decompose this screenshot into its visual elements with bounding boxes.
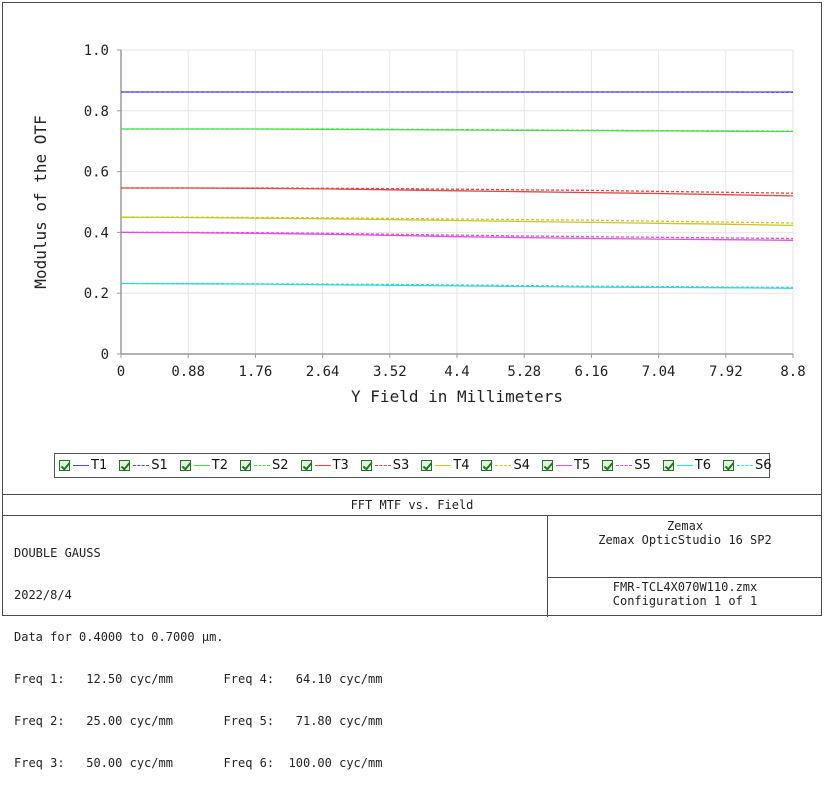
legend-label: S5: [634, 458, 651, 473]
configuration-label: Configuration 1 of 1: [548, 594, 822, 608]
wavelength-range: Data for 0.4000 to 0.7000 µm.: [14, 630, 382, 644]
y-tick-label: 1.0: [84, 43, 109, 59]
legend-item-t3[interactable]: T3: [301, 456, 357, 476]
divider: [547, 577, 822, 578]
frequency-row: Freq 1: 12.50 cyc/mm Freq 4: 64.10 cyc/m…: [14, 672, 382, 686]
legend-label: S1: [151, 458, 168, 473]
legend-label: S3: [393, 458, 410, 473]
legend-swatch: [677, 465, 693, 466]
legend-item-t5[interactable]: T5: [542, 456, 598, 476]
legend-item-s3[interactable]: S3: [361, 456, 418, 476]
checkbox-icon[interactable]: [119, 460, 130, 471]
x-tick-label: 0.88: [171, 364, 205, 380]
legend-item-s2[interactable]: S2: [240, 456, 297, 476]
legend-swatch: [495, 465, 511, 466]
file-name: FMR-TCL4X070W110.zmx: [548, 580, 822, 594]
legend-swatch: [556, 465, 572, 466]
legend-label: S2: [272, 458, 289, 473]
x-tick-label: 7.04: [642, 364, 676, 380]
x-axis-label: Y Field in Millimeters: [351, 387, 563, 406]
legend-label: S4: [513, 458, 530, 473]
checkbox-icon[interactable]: [59, 460, 70, 471]
legend-item-t1[interactable]: T1: [59, 456, 115, 476]
x-tick-label: 2.64: [306, 364, 340, 380]
legend-label: T3: [333, 458, 349, 473]
legend-label: T4: [453, 458, 469, 473]
frequency-row: Freq 2: 25.00 cyc/mm Freq 5: 71.80 cyc/m…: [14, 714, 382, 728]
legend-label: T6: [695, 458, 711, 473]
legend-swatch: [133, 465, 149, 466]
y-tick-label: 0.4: [84, 225, 109, 241]
legend-swatch: [737, 465, 753, 466]
checkbox-icon[interactable]: [240, 460, 251, 471]
x-tick-label: 7.92: [709, 364, 743, 380]
legend-label: T5: [574, 458, 590, 473]
chart-legend: T1 S1 T2 S2 T3 S3 T4 S4 T5 S5 T6 S6: [54, 453, 770, 478]
report-date: 2022/8/4: [14, 588, 382, 602]
legend-swatch: [73, 465, 89, 466]
y-tick-label: 0.8: [84, 104, 109, 120]
lens-info: DOUBLE GAUSS 2022/8/4 Data for 0.4000 to…: [14, 518, 382, 798]
vendor-name: Zemax: [548, 519, 822, 533]
checkbox-icon[interactable]: [663, 460, 674, 471]
x-tick-label: 1.76: [239, 364, 273, 380]
frequency-row: Freq 3: 50.00 cyc/mm Freq 6: 100.00 cyc/…: [14, 756, 382, 770]
software-info: Zemax Zemax OpticStudio 16 SP2: [548, 519, 822, 547]
chart-title: FFT MTF vs. Field: [2, 495, 822, 516]
checkbox-icon[interactable]: [361, 460, 372, 471]
legend-item-s5[interactable]: S5: [602, 456, 659, 476]
legend-swatch: [254, 465, 270, 466]
legend-item-t6[interactable]: T6: [663, 456, 719, 476]
x-tick-label: 5.28: [507, 364, 541, 380]
legend-label: S6: [755, 458, 772, 473]
checkbox-icon[interactable]: [602, 460, 613, 471]
legend-item-t4[interactable]: T4: [421, 456, 477, 476]
y-tick-label: 0: [101, 347, 109, 363]
info-panel: FFT MTF vs. Field DOUBLE GAUSS 2022/8/4 …: [2, 494, 822, 616]
y-axis-label: Modulus of the OTF: [31, 115, 50, 288]
x-tick-label: 8.8: [780, 364, 805, 380]
x-tick-label: 0: [117, 364, 125, 380]
legend-item-t2[interactable]: T2: [180, 456, 236, 476]
legend-swatch: [194, 465, 210, 466]
mtf-chart: 0 0.2 0.4 0.6 0.8 1.0 0 0.88 1.76 2.64 3.52 4.4 5.28…: [0, 0, 826, 452]
checkbox-icon[interactable]: [723, 460, 734, 471]
legend-item-s1[interactable]: S1: [119, 456, 176, 476]
checkbox-icon[interactable]: [180, 460, 191, 471]
checkbox-icon[interactable]: [421, 460, 432, 471]
product-name: Zemax OpticStudio 16 SP2: [548, 533, 822, 547]
x-tick-label: 3.52: [373, 364, 407, 380]
lens-name: DOUBLE GAUSS: [14, 546, 382, 560]
legend-item-s4[interactable]: S4: [481, 456, 538, 476]
x-tick-label: 6.16: [575, 364, 609, 380]
legend-label: T1: [91, 458, 107, 473]
legend-swatch: [375, 465, 391, 466]
x-tick-label: 4.4: [444, 364, 469, 380]
legend-swatch: [315, 465, 331, 466]
legend-swatch: [435, 465, 451, 466]
checkbox-icon[interactable]: [542, 460, 553, 471]
legend-label: T2: [212, 458, 228, 473]
checkbox-icon[interactable]: [481, 460, 492, 471]
legend-item-s6[interactable]: S6: [723, 456, 780, 476]
file-info: FMR-TCL4X070W110.zmx Configuration 1 of …: [548, 580, 822, 608]
legend-swatch: [616, 465, 632, 466]
y-tick-label: 0.2: [84, 286, 109, 302]
checkbox-icon[interactable]: [301, 460, 312, 471]
y-tick-label: 0.6: [84, 165, 109, 181]
